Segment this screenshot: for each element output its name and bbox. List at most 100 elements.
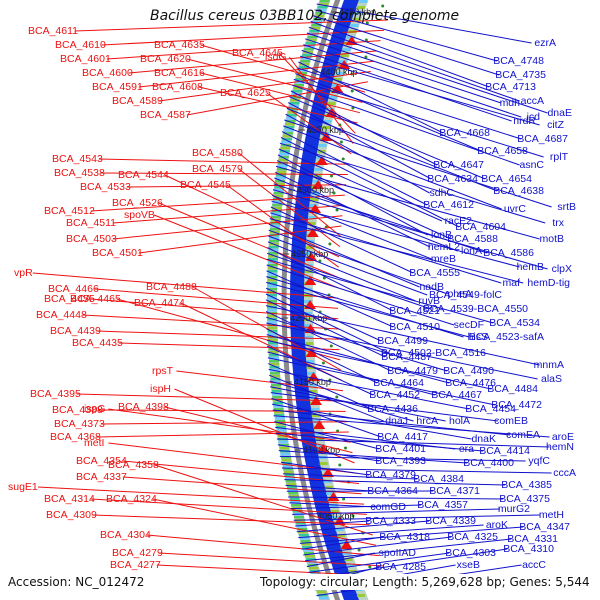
- leader-line-right: [281, 131, 428, 206]
- feature-segment: [267, 315, 278, 318]
- feature-segment: [272, 396, 283, 399]
- leader-line-right: [265, 310, 392, 372]
- gene-label-right: BCA_4476: [445, 377, 496, 389]
- leader-line-right: [285, 113, 430, 194]
- gene-label-right: hemL2: [428, 241, 460, 253]
- leader-line-left: [94, 288, 339, 309]
- feature-segment: [333, 78, 342, 81]
- feature-segment: [317, 6, 328, 9]
- gene-label-right: BCA_4735: [495, 69, 546, 81]
- leader-line-right: [266, 328, 378, 384]
- forward-gene-marker: [304, 276, 317, 285]
- gene-label-left: BCA_4439: [50, 325, 101, 337]
- feature-segment: [273, 192, 284, 195]
- feature-segment: [303, 549, 313, 552]
- feature-segment: [283, 132, 294, 135]
- leader-line-left: [90, 498, 367, 515]
- leader-line-left: [186, 58, 363, 103]
- feature-segment: [335, 72, 344, 75]
- leader-line-left: [92, 514, 370, 526]
- feature-segment: [274, 183, 285, 186]
- feature-segment: [305, 342, 313, 345]
- leader-line-left: [174, 388, 355, 464]
- feature-segment: [271, 393, 282, 396]
- gene-label-right: BCA_4748: [493, 55, 544, 67]
- gene-label-right: BCA_4490: [443, 365, 494, 377]
- gc-dot: [344, 446, 347, 450]
- gene-label-right: dnaJ: [385, 415, 408, 427]
- gene-label-right: secDF: [454, 319, 484, 331]
- leader-line-right: [267, 241, 416, 302]
- gene-label-left: rpsT: [152, 365, 174, 377]
- feature-segment: [270, 375, 281, 378]
- leader-line-right: [268, 368, 470, 410]
- gene-label-right: BCA_4604: [455, 221, 506, 233]
- gene-label-left: isdG: [265, 51, 287, 63]
- gene-label-right: BCA_4417: [377, 431, 428, 443]
- leader-line-right: [270, 392, 499, 422]
- gc-dot: [328, 242, 332, 246]
- feature-segment: [268, 258, 278, 261]
- feature-segment: [289, 498, 300, 501]
- feature-segment: [270, 228, 280, 231]
- feature-segment: [359, 0, 368, 3]
- feature-segment: [270, 222, 281, 225]
- gene-label-right: BCA_4549-folC: [429, 289, 502, 301]
- feature-segment: [274, 411, 284, 414]
- feature-segment: [310, 27, 321, 30]
- feature-segment: [297, 531, 308, 534]
- gene-label-right: BCA_4452: [369, 389, 420, 401]
- gene-label-left: BCA_4503: [66, 233, 117, 245]
- gene-label-right: BCA_4401: [375, 443, 426, 455]
- gene-label-right: BCA_4612: [423, 199, 474, 211]
- leader-line-right: [303, 536, 452, 556]
- gene-label-left: BCA_4610: [55, 39, 106, 51]
- leader-line-left: [126, 184, 347, 188]
- feature-segment: [268, 255, 279, 258]
- feature-segment: [285, 120, 296, 123]
- feature-segment: [277, 168, 287, 171]
- feature-segment: [270, 372, 280, 375]
- gc-dot: [335, 208, 339, 212]
- feature-segment: [306, 39, 317, 42]
- feature-segment: [302, 546, 313, 549]
- gc-dot: [330, 174, 333, 178]
- feature-segment: [267, 339, 278, 342]
- leader-line-right: [272, 194, 432, 260]
- feature-segment: [309, 30, 320, 33]
- feature-segment: [267, 282, 278, 285]
- feature-segment: [295, 522, 306, 525]
- feature-segment: [323, 120, 332, 123]
- feature-segment: [276, 429, 287, 432]
- gene-label-left: BCA_4538: [54, 167, 105, 179]
- gene-label-right: holA: [449, 415, 470, 427]
- genome-title: Bacillus cereus 03BB102, complete genome: [150, 8, 460, 24]
- leader-line-right: [266, 258, 494, 324]
- gc-dot: [342, 497, 346, 501]
- leader-line-right: [308, 26, 520, 102]
- gene-label-right: hemN: [546, 441, 574, 453]
- gene-label-left: BCA_4611: [28, 25, 78, 37]
- gene-label-right: comEA: [506, 429, 540, 441]
- leader-line-right: [276, 160, 452, 240]
- leader-line-right: [269, 223, 420, 288]
- gene-label-left: BCA_4304: [100, 529, 151, 541]
- feature-segment: [306, 366, 315, 369]
- leader-line-left: [32, 272, 339, 299]
- feature-segment: [327, 102, 336, 105]
- feature-segment: [304, 555, 315, 558]
- feature-segment: [288, 108, 299, 111]
- gene-label-left: BCA_4545: [180, 179, 231, 191]
- forward-gene-marker: [312, 180, 325, 189]
- leader-line-right: [268, 235, 428, 296]
- leader-line-left: [100, 421, 348, 425]
- leader-line-right: [298, 61, 444, 134]
- leader-line-right: [295, 73, 482, 152]
- leader-line-right: [271, 200, 520, 268]
- leader-line-right: [299, 55, 540, 126]
- feature-segment: [286, 486, 297, 489]
- feature-segment: [304, 324, 313, 327]
- leader-line-right: [275, 426, 456, 450]
- leader-line-right: [274, 177, 458, 252]
- feature-segment: [267, 303, 277, 306]
